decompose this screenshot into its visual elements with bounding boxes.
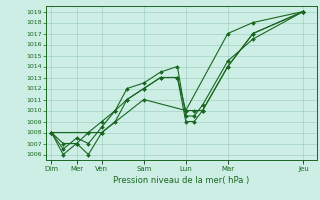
X-axis label: Pression niveau de la mer( hPa ): Pression niveau de la mer( hPa ) [114,176,250,185]
